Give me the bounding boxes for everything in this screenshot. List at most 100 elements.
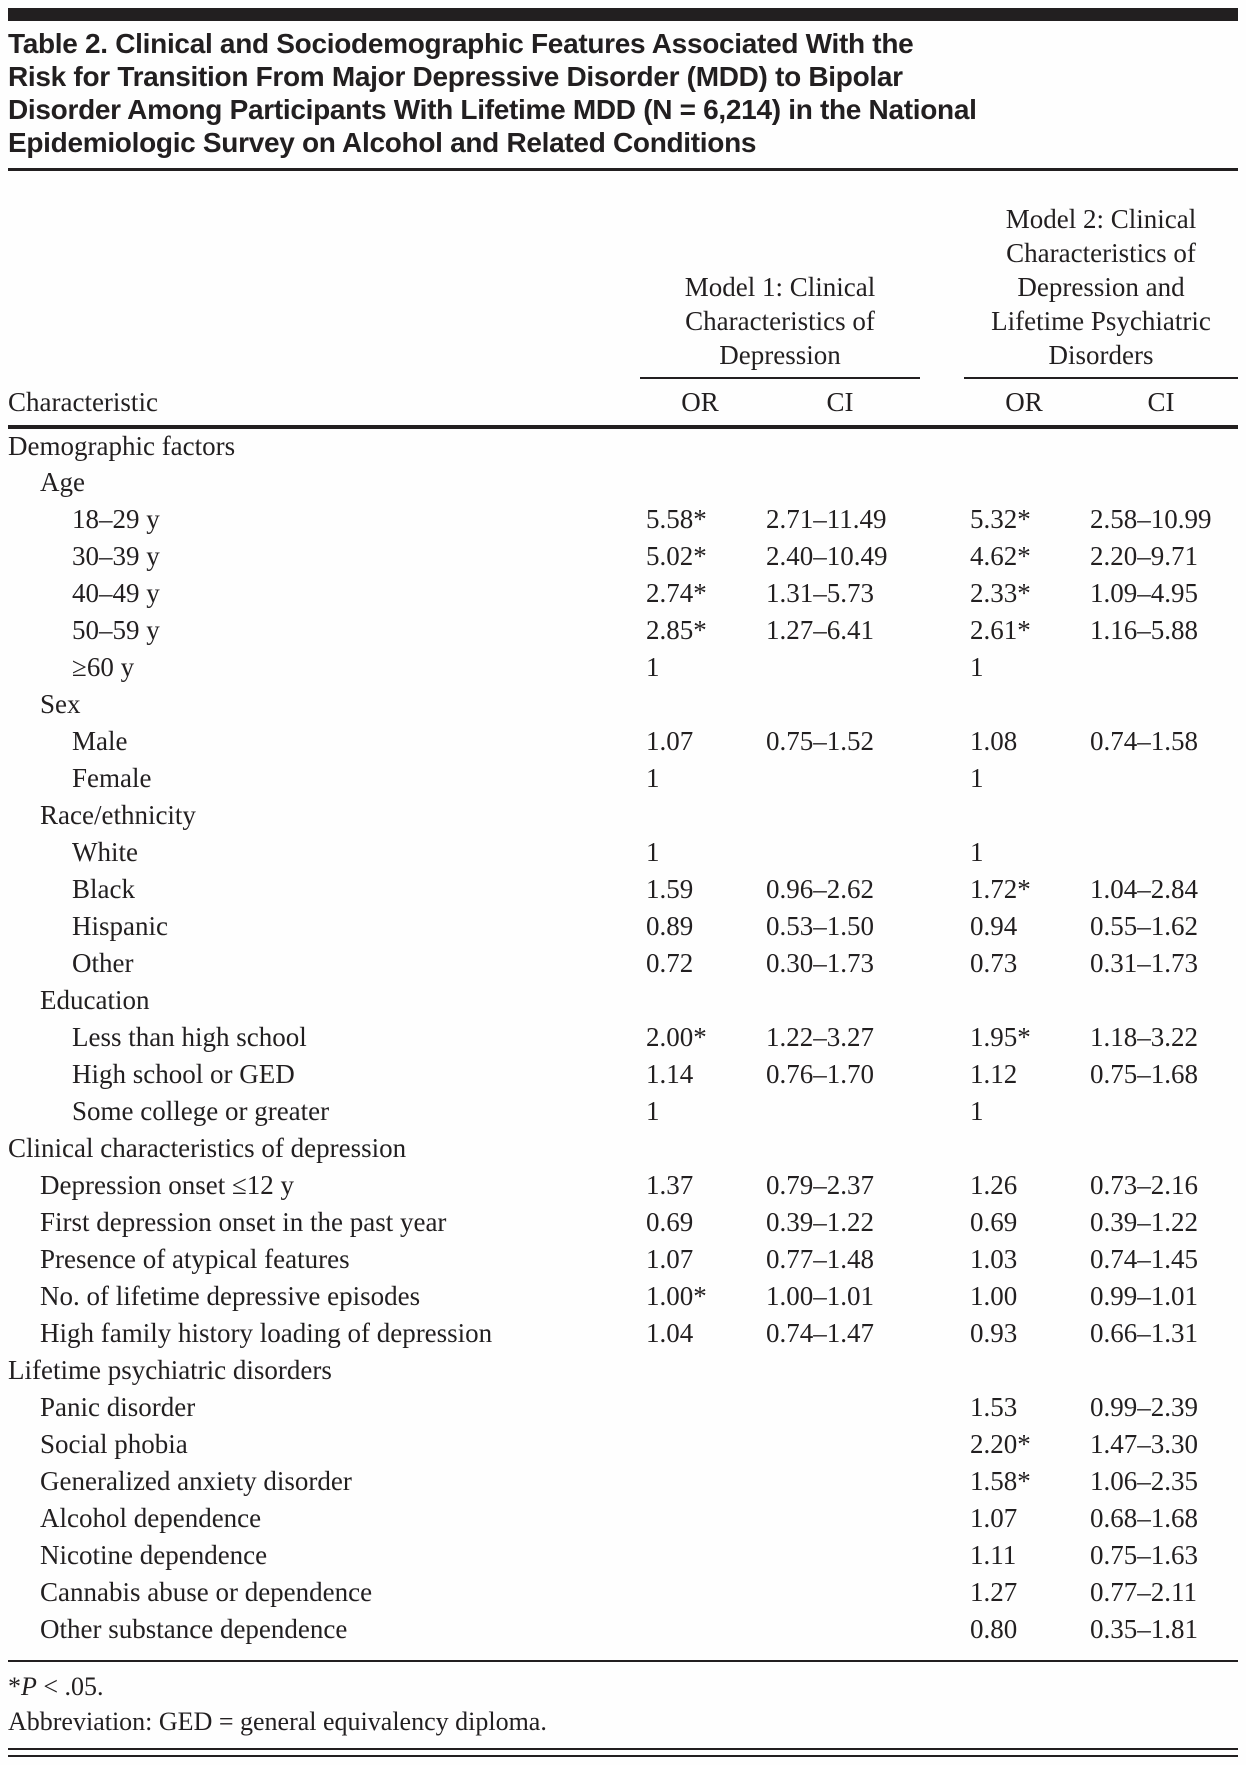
m2-or-cell: 1.11 [970, 1540, 1017, 1570]
column-gap [920, 760, 964, 797]
m1-or-cell: 1 [646, 763, 660, 793]
m1-ci-cell: 0.96–2.62 [766, 874, 874, 904]
m1-or-cell: 5.58* [646, 504, 707, 534]
m2-or-cell [964, 464, 1084, 501]
footnote-top-rule [8, 1660, 1238, 1662]
characteristic-column-header: Characteristic [8, 379, 640, 429]
table-row: Generalized anxiety disorder 1.58* 1.06–2.… [8, 1463, 1238, 1500]
row-label: No. of lifetime depressive episodes [40, 1281, 421, 1311]
m2-ci-cell: 1.06–2.35 [1090, 1466, 1199, 1496]
column-gap [920, 1241, 964, 1278]
m2-ci-cell [1084, 427, 1238, 464]
m2-ci-cell: 1.16–5.88 [1090, 615, 1199, 645]
m1-ci-cell [760, 1352, 920, 1389]
m1-or-cell: 0.89 [646, 911, 694, 941]
model2-header: Model 2: Clinical Characteristics of Dep… [964, 202, 1238, 372]
m2-or-cell: 1.95* [970, 1022, 1031, 1052]
m1-or-cell [640, 427, 760, 464]
table-row: ≥60 y 1 1 [8, 649, 1238, 686]
table-row: Black 1.59 0.96–2.62 1.72* 1.04–2.84 [8, 871, 1238, 908]
title-bottom-rule [8, 168, 1238, 171]
table-row: Sex [8, 686, 1238, 723]
m2-ci-cell: 0.75–1.68 [1090, 1059, 1199, 1089]
m1-ci-cell [760, 1611, 920, 1648]
title-line-4: Epidemiologic Survey on Alcohol and Rela… [8, 127, 757, 158]
m1-or-cell [640, 1574, 760, 1611]
table-row: 50–59 y 2.85* 1.27–6.41 2.61* 1.16–5.88 [8, 612, 1238, 649]
m1-or-cell [640, 1500, 760, 1537]
m1-ci-cell [760, 686, 920, 723]
column-gap [920, 723, 964, 760]
m2-ci-cell [1084, 649, 1238, 686]
title-line-2: Risk for Transition From Major Depressiv… [8, 61, 903, 92]
m1-or-cell [640, 464, 760, 501]
column-gap [920, 1130, 964, 1167]
m2-or-cell: 1.27 [970, 1577, 1018, 1607]
m1-ci-cell: 0.76–1.70 [766, 1059, 874, 1089]
m2-ci-cell [1084, 686, 1238, 723]
m2-or-cell: 1.00 [970, 1281, 1018, 1311]
column-gap [920, 464, 964, 501]
m2-ci-cell: 1.47–3.30 [1090, 1429, 1199, 1459]
m2-ci-cell [1084, 834, 1238, 871]
m1-ci-cell [760, 834, 920, 871]
m2-or-cell: 2.20* [970, 1429, 1031, 1459]
m2-or-cell [964, 427, 1084, 464]
m2-ci-cell: 1.09–4.95 [1090, 578, 1199, 608]
m2-ci-cell [1084, 1130, 1238, 1167]
model1-header-cell: Model 1: Clinical Characteristics of Dep… [640, 171, 921, 379]
m2-or-cell: 5.32* [970, 504, 1031, 534]
column-gap [920, 797, 964, 834]
m1-or-cell: 0.72 [646, 948, 694, 978]
m2-ci-cell: 0.55–1.62 [1090, 911, 1199, 941]
m2-or-cell [964, 982, 1084, 1019]
row-label: Age [40, 467, 85, 497]
column-gap [920, 501, 964, 538]
m2-or-cell: 0.94 [970, 911, 1018, 941]
m2-ci-cell: 0.66–1.31 [1090, 1318, 1199, 1348]
row-label: Generalized anxiety disorder [40, 1466, 352, 1496]
column-gap [920, 427, 964, 464]
column-gap [920, 1019, 964, 1056]
column-gap [920, 612, 964, 649]
column-gap [920, 908, 964, 945]
m1-ci-cell: 1.22–3.27 [766, 1022, 874, 1052]
row-label: Panic disorder [40, 1392, 196, 1422]
model2-header-line-1: Model 2: Clinical [1005, 204, 1197, 234]
column-gap [920, 1574, 964, 1611]
m2-or-cell: 1.58* [970, 1466, 1031, 1496]
row-label: High school or GED [72, 1059, 295, 1089]
m2-ci-cell [1084, 982, 1238, 1019]
m2-ci-cell: 0.75–1.63 [1090, 1540, 1199, 1570]
significance-p-symbol: P [21, 1672, 37, 1701]
m2-ci-cell [1084, 1352, 1238, 1389]
model2-header-line-2: Characteristics of [1006, 238, 1196, 268]
model1-header: Model 1: Clinical Characteristics of Dep… [640, 270, 920, 372]
m1-ci-cell: 0.75–1.52 [766, 726, 874, 756]
table-body: Demographic factors Age 18–29 y 5.58* 2.71–1… [8, 427, 1238, 1648]
row-label: Presence of atypical features [40, 1244, 350, 1274]
table-row: Demographic factors [8, 427, 1238, 464]
table-row: Other substance dependence 0.80 0.35–1.81 [8, 1611, 1238, 1648]
m1-ci-cell: 0.39–1.22 [766, 1207, 874, 1237]
table-row: Hispanic 0.89 0.53–1.50 0.94 0.55–1.62 [8, 908, 1238, 945]
m2-ci-cell [1084, 760, 1238, 797]
table-row: Male 1.07 0.75–1.52 1.08 0.74–1.58 [8, 723, 1238, 760]
row-label: Depression onset ≤12 y [40, 1170, 295, 1200]
m2-or-cell: 0.73 [970, 948, 1018, 978]
title-line-3: Disorder Among Participants With Lifetim… [8, 94, 977, 125]
column-gap [920, 1315, 964, 1352]
m2-ci-cell: 0.99–1.01 [1090, 1281, 1199, 1311]
m2-or-cell [964, 1352, 1084, 1389]
title-line-1: Table 2. Clinical and Sociodemographic F… [8, 28, 914, 59]
table-row: Some college or greater 1 1 [8, 1093, 1238, 1130]
model1-or-column-header: OR [640, 379, 760, 429]
m2-ci-cell: 1.18–3.22 [1090, 1022, 1199, 1052]
m1-or-cell [640, 982, 760, 1019]
m1-or-cell: 2.85* [646, 615, 707, 645]
table-row: Age [8, 464, 1238, 501]
m2-ci-cell: 2.58–10.99 [1090, 504, 1212, 534]
m1-or-cell [640, 1537, 760, 1574]
m1-or-cell: 1.07 [646, 1244, 694, 1274]
column-gap [920, 834, 964, 871]
